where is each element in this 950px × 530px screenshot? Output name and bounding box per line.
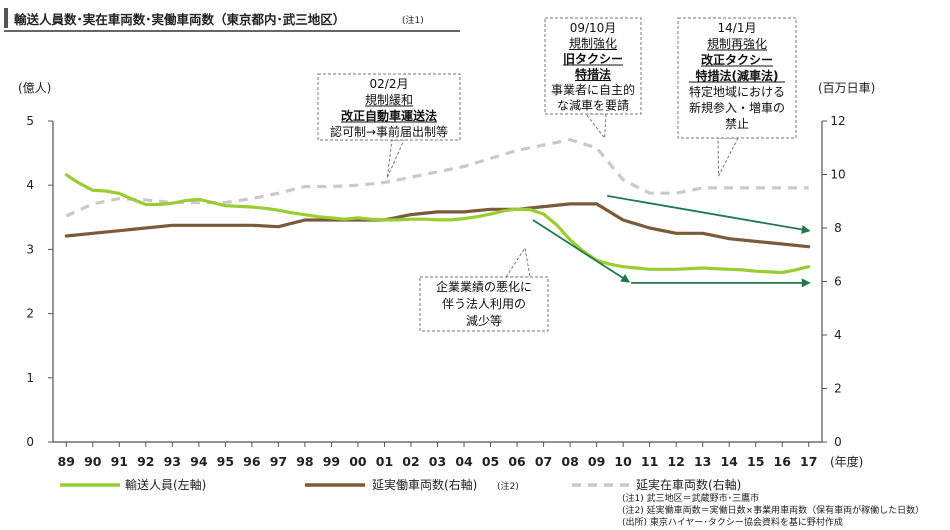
- x-tick-label: 93: [164, 454, 181, 469]
- right-tick-label: 10: [830, 168, 845, 182]
- x-tick-label: 13: [694, 454, 711, 469]
- x-tick-label: 06: [508, 454, 526, 469]
- left-tick-label: 5: [26, 114, 34, 128]
- x-tick-label: 91: [111, 454, 128, 469]
- left-tick-label: 4: [26, 178, 34, 192]
- annotation-0910-line-2: 旧タクシー: [563, 52, 623, 66]
- series-line-2: [65, 138, 809, 218]
- x-tick-label: 97: [270, 454, 287, 469]
- x-tick-label: 07: [535, 454, 552, 469]
- annotation-1401-line-2: 改正タクシー: [701, 52, 773, 67]
- title-stripe: [4, 8, 8, 28]
- x-tick-label: 10: [614, 454, 632, 469]
- annotation-0910-line-4: 事業者に自主的: [551, 82, 635, 97]
- x-tick-label: 98: [296, 454, 313, 469]
- legend-note-2: (注2): [497, 480, 519, 492]
- right-tick-label: 6: [834, 275, 842, 289]
- x-tick-label: 11: [641, 454, 658, 469]
- x-tick-label: 96: [243, 454, 261, 469]
- footnote-2: (出所) 東京ハイヤー･タクシー協会資料を基に野村作成: [622, 516, 843, 528]
- left-tick-label: 0: [26, 435, 34, 449]
- x-tick-label: 05: [482, 454, 499, 469]
- annotation-1401-line-1: 規制再強化: [707, 36, 767, 51]
- series-layer: [64, 138, 811, 275]
- legend-label-working-vehicles: 延実働車両数(右軸): [372, 477, 477, 492]
- x-tick-label: 09: [588, 454, 605, 469]
- x-tick-label: 92: [137, 454, 154, 469]
- chart-title: 輸送人員数･実在車両数･実働車両数（東京都内･武三地区）: [14, 12, 346, 27]
- x-axis-label: (年度): [830, 454, 863, 469]
- x-tick-label: 94: [190, 454, 208, 469]
- footnote-1: (注2) 延実働車両数＝実働日数×事業用車両数（保有車両が稼働した日数）: [622, 504, 924, 516]
- series-line-0: [64, 173, 811, 275]
- x-tick-label: 15: [747, 454, 764, 469]
- footnote-0: (注1) 武三地区＝武蔵野市･三鷹市: [622, 492, 759, 504]
- right-tick-label: 2: [834, 382, 842, 396]
- x-tick-label: 89: [58, 454, 75, 469]
- trend-arrow-2: [607, 195, 811, 234]
- x-tick-label: 08: [561, 454, 578, 469]
- left-tick-label: 3: [26, 242, 34, 256]
- annotation-1401-tail: [717, 137, 739, 177]
- annotation-1401-line-5: 新規参入・増車の: [689, 100, 785, 115]
- annotation-corp-line-0: 企業業績の悪化に: [436, 279, 532, 294]
- annotation-0202-line-3: 認可制→事前届出制等: [330, 124, 448, 139]
- annotation-0910-line-5: な減車を要請: [557, 98, 629, 113]
- series-line-1: [64, 202, 811, 249]
- right-tick-label: 4: [834, 328, 842, 342]
- annotation-0202-line-2: 改正自動車運送法: [341, 108, 437, 123]
- chart-title-note: (注1): [402, 16, 424, 26]
- y-left-axis-label: (億人): [18, 81, 51, 95]
- annotation-0202-box: [317, 73, 461, 141]
- x-tick-label: 12: [667, 454, 684, 469]
- notes-layer: (注1) 武三地区＝武蔵野市･三鷹市(注2) 延実働車両数＝実働日数×事業用車両…: [622, 492, 924, 528]
- annotation-0910-box: [544, 17, 642, 115]
- x-tick-label: 01: [376, 454, 393, 469]
- trend-arrows-layer: [532, 195, 811, 288]
- y-right-axis-label: (百万日車): [818, 81, 875, 95]
- annotation-0910-line-1: 規制強化: [569, 36, 617, 51]
- x-tick-label: 95: [217, 454, 234, 469]
- trend-arrow-0: [532, 219, 631, 283]
- annotation-1401-line-6: 禁止: [725, 117, 749, 131]
- annotation-corp-line-1: 伴う法人利用の: [442, 297, 526, 311]
- annotation-0202-line-0: 02/2月: [370, 77, 409, 91]
- x-tick-label: 16: [774, 454, 792, 469]
- right-tick-label: 12: [830, 114, 845, 128]
- title-bar: 輸送人員数･実在車両数･実働車両数（東京都内･武三地区） (注1): [4, 6, 460, 32]
- x-tick-label: 03: [429, 454, 446, 469]
- annotation-corp-line-2: 減少等: [466, 313, 502, 328]
- x-tick-label: 14: [720, 454, 738, 469]
- right-tick-label: 8: [834, 221, 842, 235]
- legend-label-passengers: 輸送人員(左軸): [125, 477, 206, 492]
- annotation-1401-box: [677, 17, 797, 139]
- x-tick-label: 90: [84, 454, 102, 469]
- annotation-0202-tail: [386, 139, 405, 179]
- left-tick-label: 2: [26, 307, 34, 321]
- annotation-corp-tail: [505, 246, 531, 278]
- annotation-0910-tail: [584, 113, 607, 140]
- annotation-0202-line-1: 規制緩和: [365, 92, 413, 107]
- annotation-1401-line-0: 14/1月: [718, 21, 757, 35]
- legend-layer: 輸送人員(左軸) 延実働車両数(右軸) (注2) 延実在車両数(右軸): [60, 477, 741, 492]
- left-tick-label: 1: [26, 371, 34, 385]
- annotation-corp-box: [419, 276, 549, 332]
- x-tick-label: 00: [349, 454, 367, 469]
- right-tick-label: 0: [834, 435, 842, 449]
- legend-label-registered-vehicles: 延実在車両数(右軸): [636, 477, 741, 492]
- x-tick-label: 04: [455, 454, 473, 469]
- x-tick-label: 02: [402, 454, 419, 469]
- x-tick-label: 17: [800, 454, 817, 469]
- annotation-0910-line-0: 09/10月: [570, 21, 617, 35]
- annotation-1401-line-3: 特措法(減車法): [696, 68, 779, 83]
- annotation-1401-line-4: 特定地域における: [689, 84, 785, 99]
- x-tick-label: 99: [323, 454, 340, 469]
- annotation-0910-line-3: 特措法: [575, 67, 611, 82]
